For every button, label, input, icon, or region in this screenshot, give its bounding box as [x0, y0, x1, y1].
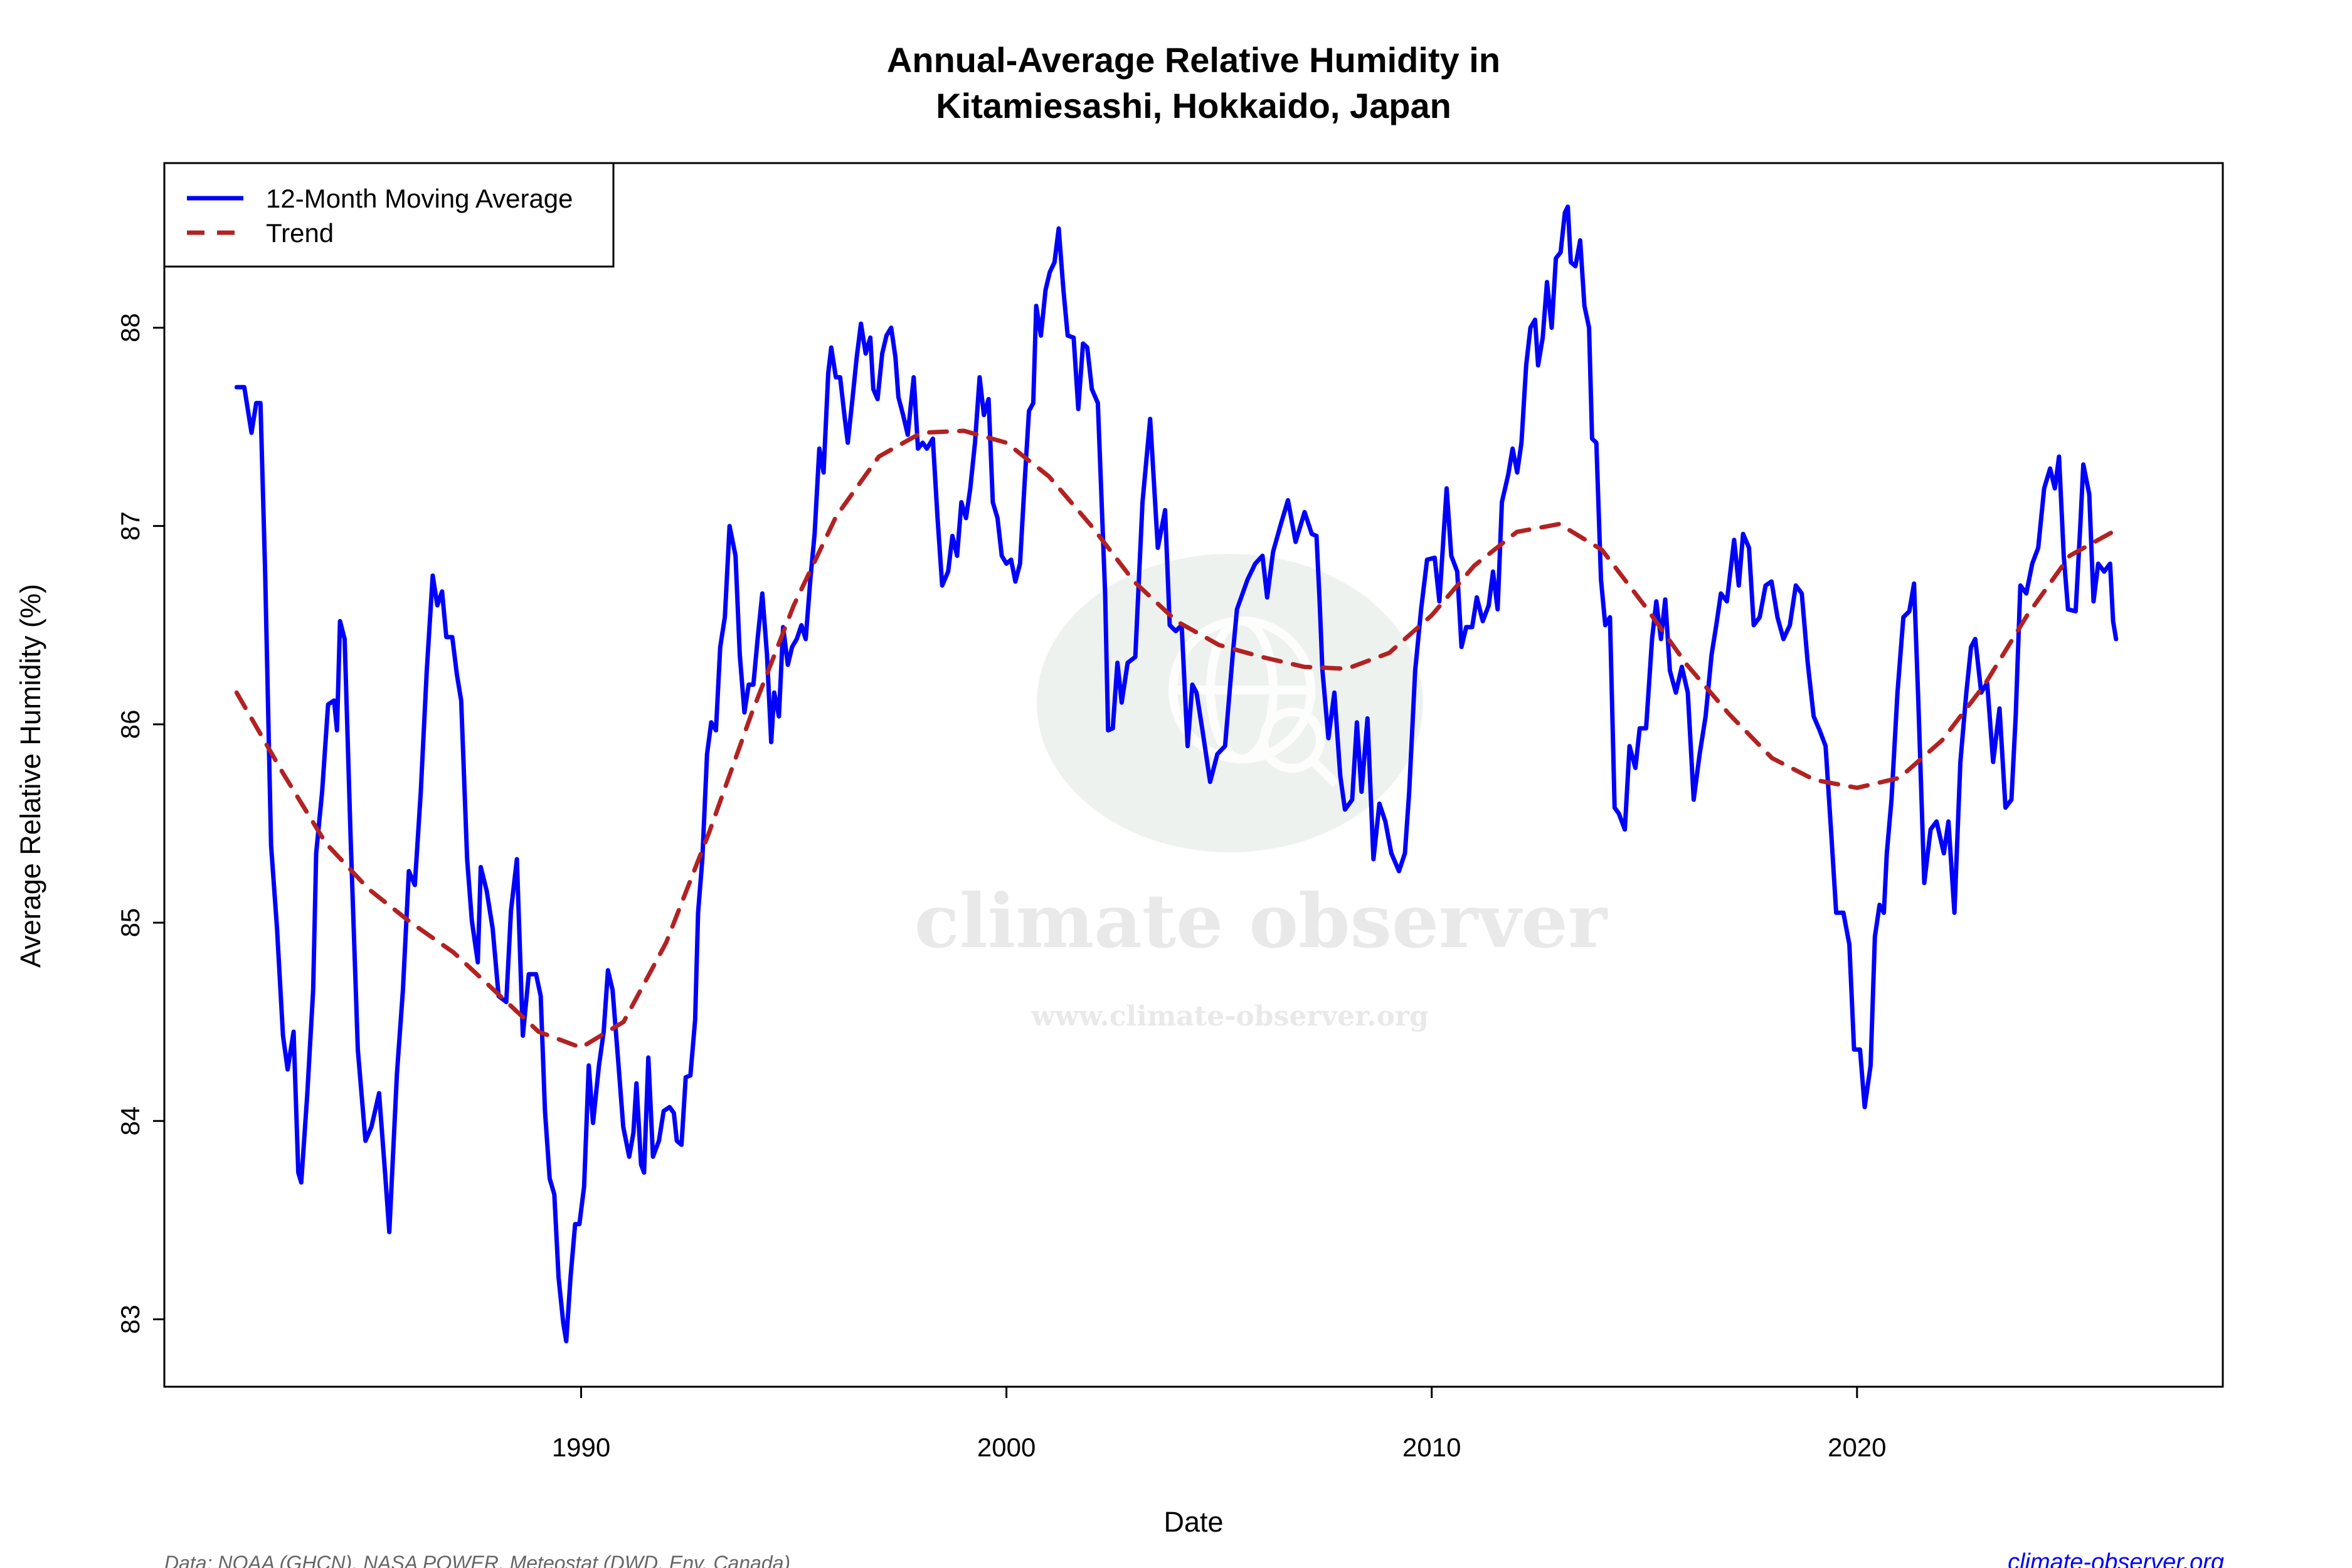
y-tick-label: 84	[115, 1106, 145, 1136]
legend: 12-Month Moving Average Trend	[163, 162, 615, 268]
site-link[interactable]: climate-observer.org	[2008, 1549, 2224, 1568]
data-source-note: Data: NOAA (GHCN), NASA POWER, Meteostat…	[164, 1552, 790, 1568]
x-tick-label: 1990	[552, 1433, 610, 1462]
x-tick-label: 2000	[977, 1433, 1036, 1462]
y-axis: 83 84 85 86 87 88	[115, 313, 164, 1334]
x-tick-label: 2010	[1402, 1433, 1461, 1462]
legend-label-trend: Trend	[266, 218, 334, 248]
chart-title-line-2: Kitamiesashi, Hokkaido, Japan	[936, 86, 1451, 125]
y-tick-label: 86	[115, 710, 145, 739]
y-axis-title: Average Relative Humidity (%)	[14, 584, 46, 968]
watermark-name: climate observer	[914, 877, 1608, 965]
x-tick-label: 2020	[1828, 1433, 1886, 1462]
legend-label-moving-average: 12-Month Moving Average	[266, 184, 573, 213]
series-line-trend	[234, 428, 2119, 1050]
y-tick-label: 88	[115, 313, 145, 342]
legend-box	[163, 162, 615, 268]
y-tick-label: 87	[115, 511, 145, 541]
series-line-12-month-moving-average	[234, 204, 2119, 1343]
watermark: climate observer www.climate-observer.or…	[914, 554, 1608, 1032]
y-tick-label: 85	[115, 908, 145, 938]
x-axis: 1990 2000 2010 2020	[552, 1385, 1887, 1462]
x-axis-title: Date	[1163, 1506, 1223, 1538]
plot-series	[234, 204, 2119, 1343]
watermark-url: www.climate-observer.org	[1030, 1000, 1429, 1032]
y-tick-label: 83	[115, 1305, 145, 1334]
chart-title-line-1: Annual-Average Relative Humidity in	[887, 40, 1500, 80]
